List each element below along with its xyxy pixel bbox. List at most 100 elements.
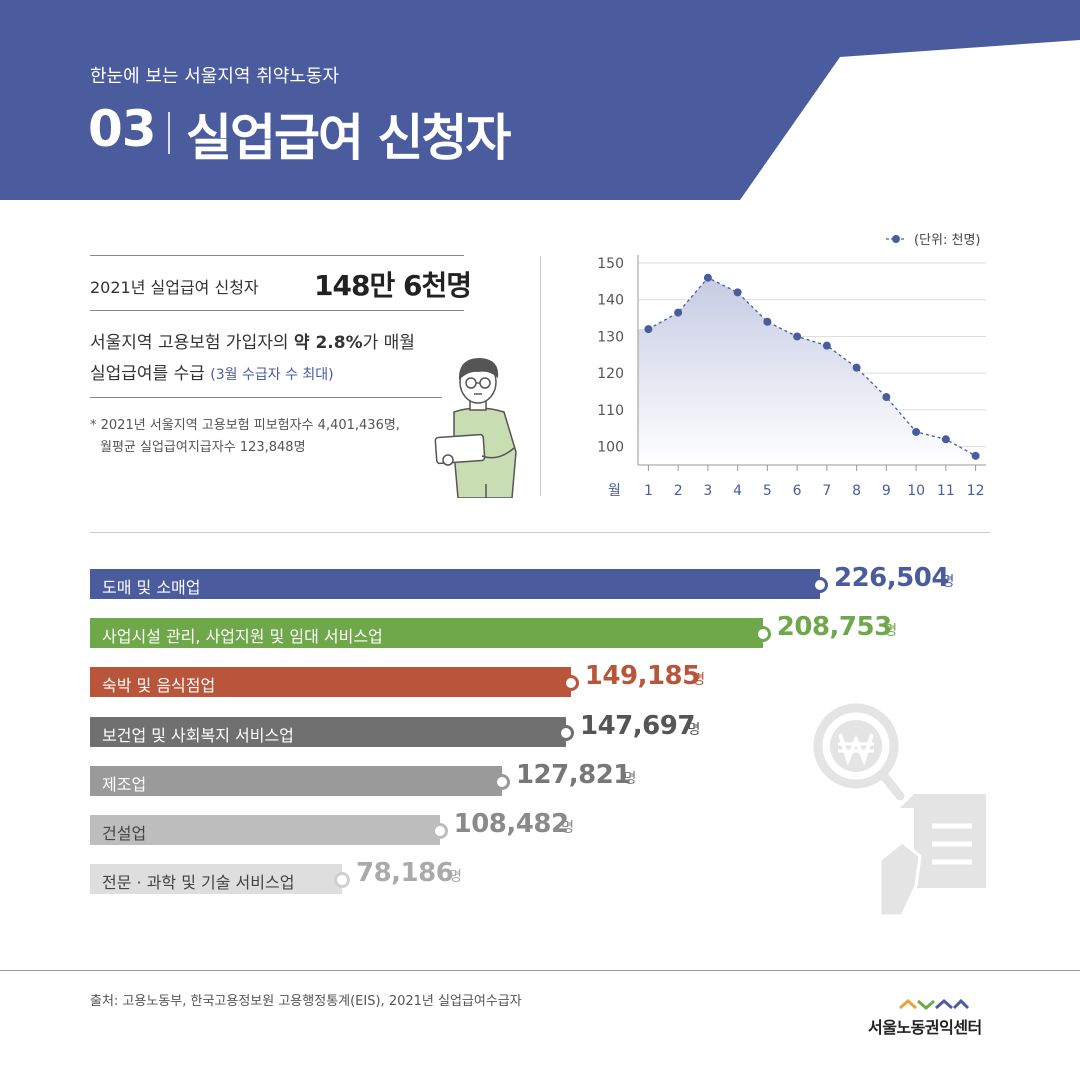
industry-bar-endpoint — [493, 773, 510, 790]
chart-data-point — [822, 341, 831, 350]
industry-bar-endpoint — [754, 626, 771, 643]
chart-x-tick-label: 10 — [907, 483, 925, 499]
chart-x-tick-label: 2 — [674, 483, 683, 499]
industry-bar-unit: 명 — [884, 623, 898, 640]
chart-x-axis-label: 월 — [608, 483, 621, 499]
chart-series-line — [648, 276, 976, 457]
chart-legend-label: (단위: 천명) — [914, 233, 981, 248]
summary-footnote-line2: 월평균 실업급여지급자수 123,848명 — [100, 440, 306, 455]
industry-bar-row: 전문 · 과학 및 기술 서비스업 78,186 명 — [90, 858, 990, 895]
chart-data-point — [763, 317, 772, 326]
industry-bar-endpoint — [562, 675, 579, 692]
industry-bar-row: 사업시설 관리, 사업지원 및 임대 서비스업 208,753 명 — [90, 612, 990, 649]
summary-top-rule — [90, 255, 464, 256]
chart-x-tick-label: 1 — [644, 483, 653, 499]
chart-data-point — [674, 308, 683, 317]
chart-x-tick-label: 8 — [852, 483, 861, 499]
industry-bar-value: 149,185 — [584, 661, 700, 692]
chart-data-point — [941, 435, 950, 444]
chart-data-point — [882, 393, 891, 402]
chart-x-tick-label: 11 — [937, 483, 955, 499]
industry-bar-value: 78,186 — [355, 858, 454, 889]
chart-area-fill — [638, 277, 986, 465]
industry-bar-value: 226,504 — [834, 563, 949, 593]
industry-bar-endpoint — [558, 724, 574, 741]
seoul-labor-center-logo-icon — [899, 998, 970, 1010]
industry-bar-label: 전문 · 과학 및 기술 서비스업 — [102, 873, 295, 893]
chart-data-point — [912, 427, 921, 436]
document-hand-icon — [878, 794, 986, 918]
industry-bar-unit: 명 — [687, 721, 701, 738]
industry-bar-label: 건설업 — [102, 824, 147, 843]
industry-bar-label: 도매 및 소매업 — [102, 578, 201, 597]
industry-bar-label: 숙박 및 음식점업 — [102, 676, 216, 696]
chart-legend: (단위: 천명) — [886, 233, 981, 248]
industry-bar-label: 사업시설 관리, 사업지원 및 임대 서비스업 — [102, 627, 383, 647]
summary-footnote-line1: * 2021년 서울지역 고용보험 피보험자수 4,401,436명, — [90, 418, 400, 433]
industry-bar — [90, 569, 820, 599]
chart-y-tick-label: 110 — [597, 403, 624, 419]
industry-bar-value: 127,821 — [515, 759, 631, 790]
industry-bar-row: 보건업 및 사회복지 서비스업 147,697 명 — [90, 711, 990, 747]
summary-label: 2021년 실업급여 신청자 — [90, 278, 259, 297]
industry-bar — [90, 815, 440, 845]
industry-bar-endpoint — [431, 823, 448, 839]
header-title: 실업급여 신청자 — [186, 109, 511, 167]
summary-bottom-rule — [90, 397, 442, 398]
summary-desc-highlight: 약 2.8% — [293, 333, 363, 353]
industry-bar-unit: 명 — [941, 574, 955, 590]
chart-x-tick-label: 6 — [793, 483, 802, 499]
industry-bar — [90, 864, 342, 895]
summary-desc-line2: 실업급여를 수급 (3월 수급자 수 최대) — [90, 364, 334, 384]
summary-value: 148만 6천명 — [314, 269, 472, 302]
summary-desc-line1: 서울지역 고용보험 가입자의 약 2.8%가 매월 — [90, 333, 415, 353]
industry-bar-value: 108,482 — [453, 809, 569, 839]
industry-bar — [90, 716, 566, 747]
chart-x-tick-label: 9 — [882, 483, 891, 499]
chart-data-point — [971, 451, 980, 460]
chart-x-tick-label: 12 — [967, 483, 985, 499]
chart-y-tick-label: 130 — [597, 329, 624, 345]
industry-bar-label: 제조업 — [102, 774, 147, 794]
section-divider — [540, 256, 541, 496]
industry-bar-label: 보건업 및 사회복지 서비스업 — [102, 725, 294, 745]
chart-data-point — [644, 325, 653, 334]
industry-bar-row: 숙박 및 음식점업 149,185 명 — [90, 661, 990, 698]
industry-bar-endpoint — [812, 577, 828, 593]
industry-bar-unit: 명 — [448, 869, 462, 886]
chart-y-tick-label: 120 — [597, 366, 624, 382]
header-separator — [168, 112, 170, 154]
industry-bar — [90, 765, 502, 796]
industry-bar-value: 208,753 — [776, 612, 892, 643]
industry-bar-unit: 명 — [692, 672, 706, 689]
chart-x-tick-label: 7 — [822, 483, 831, 499]
industry-bar-value: 147,697 — [580, 710, 695, 741]
section-divider-horizontal — [90, 532, 990, 533]
chart-x-tick-label: 5 — [763, 483, 772, 499]
summary-mid-rule — [90, 310, 464, 311]
chart-x-tick-label: 3 — [703, 483, 712, 499]
chart-y-tick-label: 100 — [597, 440, 624, 456]
industry-bar-unit: 명 — [623, 770, 637, 787]
chart-data-point — [793, 332, 802, 341]
person-with-tablet-icon — [434, 358, 517, 498]
header-subtitle: 한눈에 보는 서울지역 취약노동자 — [90, 66, 340, 87]
industry-bar-row: 도매 및 소매업 226,504 명 — [90, 563, 990, 599]
industry-bar — [90, 667, 571, 698]
chart-x-tick-label: 4 — [733, 483, 742, 499]
chart-data-point — [703, 273, 712, 282]
header-number: 03 — [88, 100, 157, 158]
summary-desc-note: (3월 수급자 수 최대) — [210, 367, 334, 383]
industry-bar-row: 건설업 108,482 명 — [90, 809, 990, 845]
industry-bar-unit: 명 — [561, 820, 575, 836]
footer-rule — [0, 970, 1080, 971]
chart-y-tick-label: 140 — [597, 293, 624, 309]
logo-text: 서울노동권익센터 — [868, 1018, 982, 1037]
won-search-icon — [813, 703, 905, 800]
source-text: 출처: 고용노동부, 한국고용정보원 고용행정통계(EIS), 2021년 실업… — [90, 994, 522, 1009]
chart-data-point — [733, 288, 742, 297]
industry-bar-endpoint — [333, 872, 350, 889]
industry-bar — [90, 618, 763, 649]
header-banner — [0, 0, 1080, 200]
